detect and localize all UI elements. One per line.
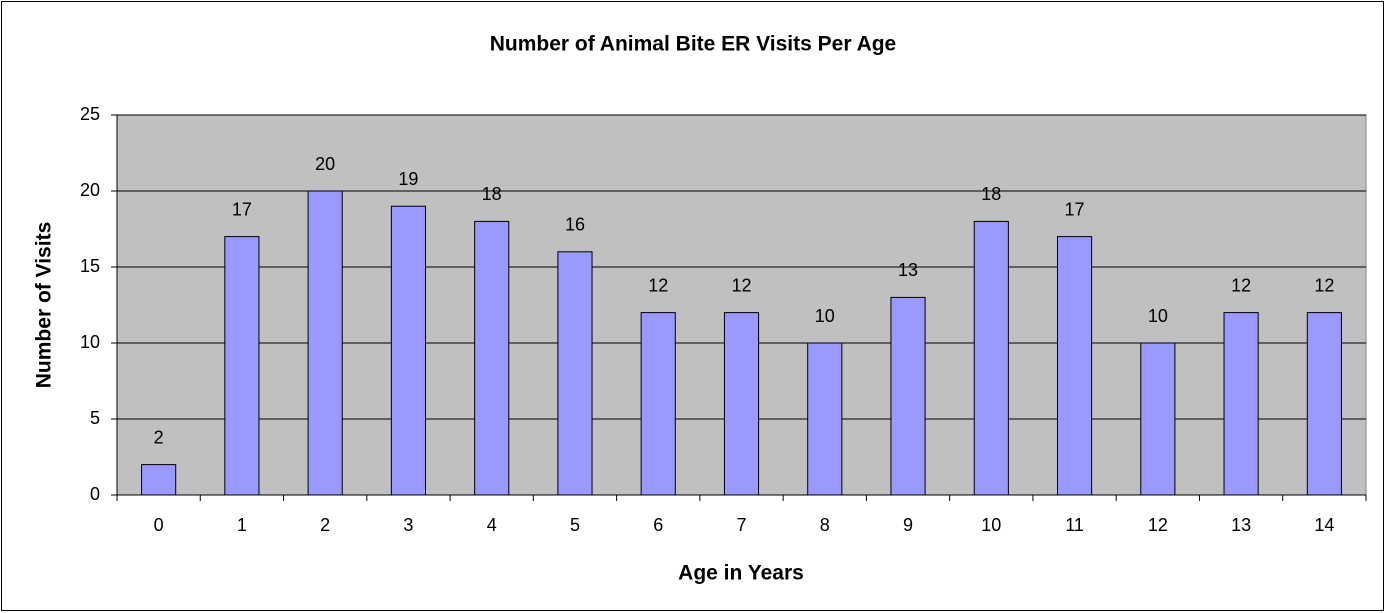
x-tick-label: 8 [820, 515, 830, 535]
bar [307, 190, 343, 496]
bar [141, 464, 177, 496]
y-tick-label: 15 [80, 256, 100, 276]
data-label: 18 [981, 184, 1001, 204]
x-tick-label: 12 [1148, 515, 1168, 535]
x-tick-label: 7 [736, 515, 746, 535]
bar [1306, 312, 1342, 496]
chart-title: Number of Animal Bite ER Visits Per Age [490, 33, 897, 56]
data-label: 12 [1314, 275, 1334, 295]
data-label: 20 [315, 154, 335, 174]
data-label: 19 [398, 169, 418, 189]
bar [224, 236, 260, 496]
y-tick-label: 20 [80, 180, 100, 200]
bar [807, 342, 843, 496]
bar [973, 220, 1009, 496]
bar [723, 312, 760, 496]
x-tick-label: 11 [1065, 515, 1084, 535]
x-tick-label: 5 [570, 515, 580, 535]
data-label: 17 [232, 199, 252, 219]
data-label: 10 [815, 306, 835, 326]
data-label: 12 [1231, 275, 1251, 295]
bar [1056, 236, 1093, 496]
data-label: 17 [1065, 199, 1085, 219]
data-label: 12 [648, 275, 668, 295]
bar [1223, 312, 1259, 496]
x-axis-label: Age in Years [678, 562, 804, 585]
x-tick-label: 10 [981, 515, 1001, 535]
data-label: 12 [731, 275, 751, 295]
x-tick-label: 4 [487, 515, 497, 535]
x-tick-label: 6 [653, 515, 663, 535]
x-tick-label: 0 [154, 515, 164, 535]
y-tick-label: 0 [90, 484, 100, 504]
x-tick-label: 1 [237, 515, 247, 535]
y-tick-label: 25 [80, 104, 100, 124]
y-axis-label: Number of Visits [33, 222, 56, 388]
x-tick-label: 14 [1314, 515, 1334, 535]
x-tick-label: 2 [320, 515, 330, 535]
y-tick-label: 10 [80, 332, 100, 352]
bar [1140, 342, 1176, 496]
bar [640, 312, 676, 496]
bar [890, 296, 926, 496]
data-label: 16 [565, 215, 585, 235]
data-label: 10 [1148, 306, 1168, 326]
x-tick-label: 3 [403, 515, 413, 535]
data-label: 2 [154, 427, 164, 447]
bar [474, 220, 510, 496]
data-label: 18 [482, 184, 502, 204]
bar [390, 205, 427, 496]
x-tick-label: 13 [1231, 515, 1251, 535]
data-label: 13 [898, 260, 918, 280]
y-tick-label: 5 [90, 408, 100, 428]
bar [557, 251, 593, 496]
x-tick-label: 9 [903, 515, 913, 535]
